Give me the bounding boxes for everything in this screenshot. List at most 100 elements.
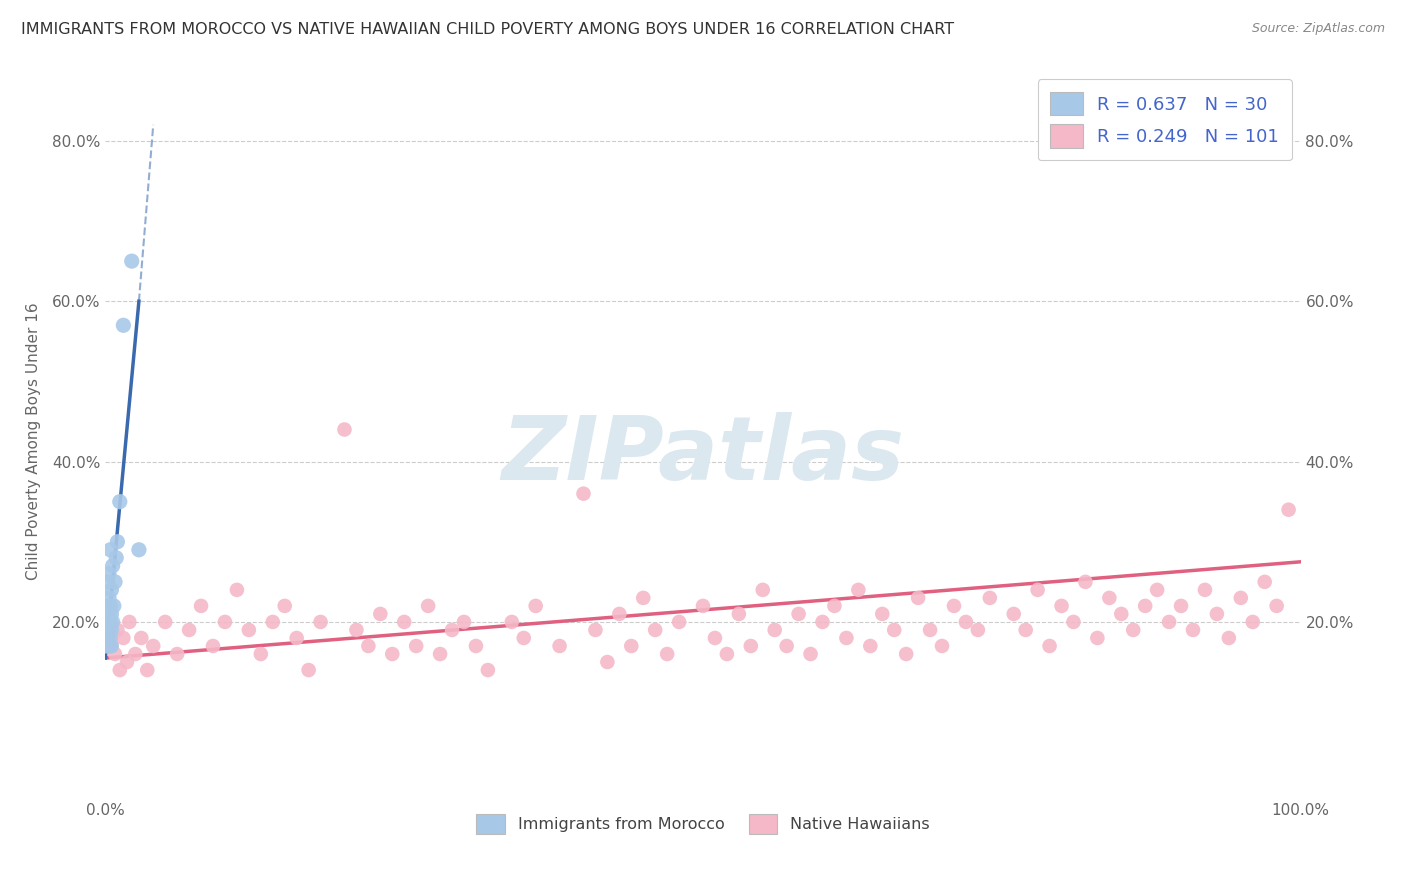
Point — [262, 615, 284, 629]
Point — [107, 534, 129, 549]
Point — [763, 623, 786, 637]
Point — [100, 639, 122, 653]
Point — [824, 599, 846, 613]
Point — [101, 615, 124, 629]
Point — [751, 582, 773, 597]
Point — [1038, 639, 1062, 653]
Point — [955, 615, 977, 629]
Point — [1254, 574, 1277, 589]
Point — [440, 623, 463, 637]
Point — [896, 647, 918, 661]
Point — [285, 631, 308, 645]
Point — [704, 631, 727, 645]
Point — [100, 639, 122, 653]
Point — [98, 566, 121, 581]
Point — [1002, 607, 1025, 621]
Point — [104, 574, 127, 589]
Point — [787, 607, 810, 621]
Point — [238, 623, 260, 637]
Point — [1229, 591, 1251, 605]
Point — [98, 591, 121, 605]
Point — [1074, 574, 1097, 589]
Point — [716, 647, 738, 661]
Point — [1218, 631, 1240, 645]
Point — [655, 647, 678, 661]
Point — [250, 647, 273, 661]
Point — [501, 615, 523, 629]
Point — [214, 615, 236, 629]
Point — [97, 631, 120, 645]
Point — [97, 574, 120, 589]
Point — [1098, 591, 1121, 605]
Point — [392, 615, 416, 629]
Point — [1111, 607, 1133, 621]
Point — [118, 615, 141, 629]
Point — [177, 623, 201, 637]
Point — [859, 639, 882, 653]
Point — [98, 615, 121, 629]
Point — [644, 623, 666, 637]
Point — [98, 631, 121, 645]
Point — [931, 639, 953, 653]
Point — [1159, 615, 1181, 629]
Point — [166, 647, 188, 661]
Point — [100, 607, 122, 621]
Point — [846, 582, 869, 597]
Point — [548, 639, 571, 653]
Point — [1133, 599, 1156, 613]
Point — [668, 615, 690, 629]
Legend: Immigrants from Morocco, Native Hawaiians: Immigrants from Morocco, Native Hawaiian… — [470, 808, 936, 840]
Point — [104, 647, 127, 661]
Point — [1265, 599, 1288, 613]
Point — [907, 591, 929, 605]
Point — [1241, 615, 1264, 629]
Point — [1277, 502, 1299, 516]
Point — [405, 639, 427, 653]
Point — [524, 599, 547, 613]
Point — [620, 639, 643, 653]
Point — [273, 599, 295, 613]
Point — [142, 639, 165, 653]
Point — [333, 423, 356, 437]
Point — [1194, 582, 1216, 597]
Point — [464, 639, 488, 653]
Point — [585, 623, 607, 637]
Point — [1085, 631, 1108, 645]
Point — [346, 623, 368, 637]
Point — [96, 639, 118, 653]
Point — [942, 599, 965, 613]
Point — [1026, 582, 1049, 597]
Point — [309, 615, 332, 629]
Point — [811, 615, 834, 629]
Point — [418, 599, 440, 613]
Point — [1050, 599, 1073, 613]
Point — [98, 623, 121, 637]
Point — [633, 591, 655, 605]
Point — [513, 631, 536, 645]
Point — [108, 494, 131, 508]
Point — [225, 582, 249, 597]
Point — [692, 599, 714, 613]
Point — [979, 591, 1001, 605]
Point — [1206, 607, 1229, 621]
Point — [967, 623, 990, 637]
Point — [1181, 623, 1204, 637]
Point — [381, 647, 404, 661]
Point — [153, 615, 177, 629]
Point — [101, 558, 124, 573]
Point — [112, 318, 135, 333]
Point — [100, 623, 122, 637]
Point — [98, 639, 121, 653]
Point — [740, 639, 762, 653]
Point — [121, 254, 143, 268]
Point — [1014, 623, 1036, 637]
Point — [607, 607, 630, 621]
Y-axis label: Child Poverty Among Boys Under 16: Child Poverty Among Boys Under 16 — [25, 302, 41, 581]
Point — [368, 607, 391, 621]
Point — [1122, 623, 1144, 637]
Point — [357, 639, 380, 653]
Point — [112, 631, 135, 645]
Point — [97, 599, 120, 613]
Point — [190, 599, 212, 613]
Point — [429, 647, 451, 661]
